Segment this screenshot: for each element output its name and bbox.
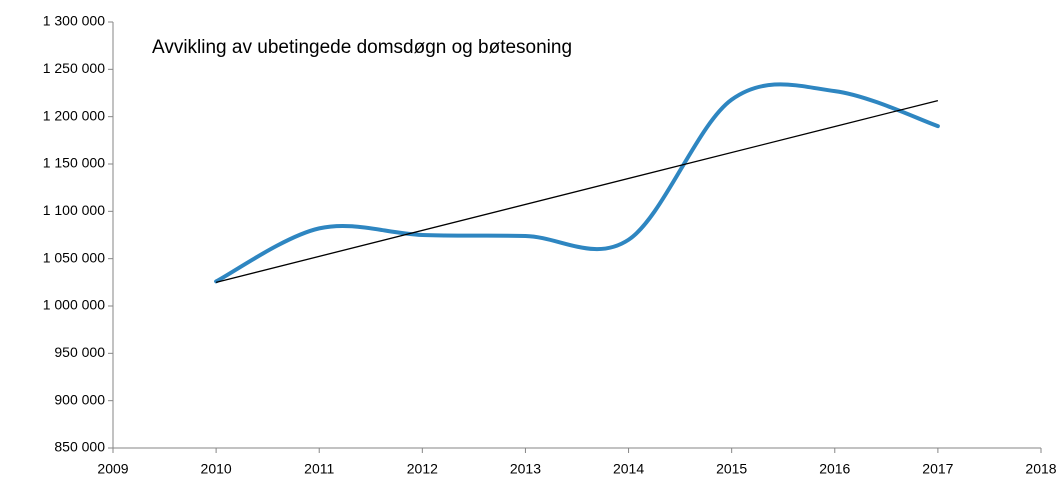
- y-tick-label: 950 000: [54, 344, 105, 360]
- x-tick-label: 2013: [510, 461, 541, 477]
- y-tick-label: 1 200 000: [43, 107, 105, 123]
- y-tick-label: 850 000: [54, 439, 105, 455]
- y-tick-label: 1 150 000: [43, 155, 105, 171]
- y-tick-label: 1 100 000: [43, 202, 105, 218]
- x-tick-label: 2015: [716, 461, 747, 477]
- x-tick-label: 2010: [201, 461, 232, 477]
- x-tick-label: 2011: [304, 461, 334, 477]
- x-tick-label: 2014: [613, 461, 644, 477]
- x-tick-label: 2009: [97, 461, 128, 477]
- x-tick-label: 2012: [407, 461, 438, 477]
- y-tick-label: 1 000 000: [43, 297, 105, 313]
- y-tick-label: 1 300 000: [43, 13, 105, 29]
- chart-title: Avvikling av ubetingede domsdøgn og bøte…: [152, 37, 572, 58]
- x-tick-label: 2016: [819, 461, 850, 477]
- y-tick-label: 1 050 000: [43, 249, 105, 265]
- x-tick-label: 2017: [922, 461, 953, 477]
- y-tick-label: 1 250 000: [43, 60, 105, 76]
- y-tick-label: 900 000: [54, 391, 105, 407]
- trend-line: [215, 99, 939, 283]
- x-tick-label: 2018: [1025, 461, 1056, 477]
- data-line: [214, 82, 940, 284]
